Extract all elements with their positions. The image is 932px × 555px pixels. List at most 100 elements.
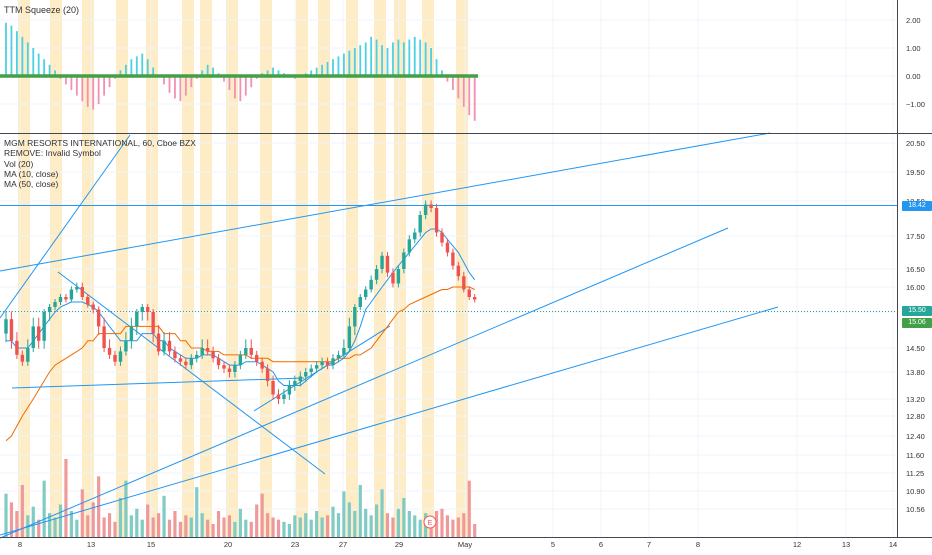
volume-bar [331,506,335,537]
volume-bar [325,515,330,537]
squeeze-bar [375,39,378,76]
candle [69,286,74,303]
candle-body [86,297,90,305]
candle-body [298,376,302,381]
candle [124,332,128,356]
volume-bar [282,521,286,537]
volume-bar [456,517,460,537]
candle [216,354,221,370]
candle [151,309,155,343]
candle [118,346,123,366]
candle-body [347,326,352,348]
legend-symbol[interactable]: MGM RESORTS INTERNATIONAL, 60, Cboe BZX [4,138,196,148]
candle-body [216,358,221,366]
legend-line-ma10[interactable]: MA (10, close) [4,168,59,179]
candle-body [282,394,286,399]
squeeze-bar [103,76,105,96]
drawn-trendlines[interactable] [0,132,897,539]
candle-body [233,365,237,372]
squeeze-bar [473,76,476,121]
candle-body [205,348,210,352]
squeeze-bar [163,76,165,85]
volume-bar [9,502,14,537]
squeeze-bar [239,76,242,102]
price-tag-last: 15.50 [902,306,932,316]
candle [86,294,90,308]
candle-body [287,385,292,395]
squeeze-bar [359,45,362,76]
candle-body [118,351,123,362]
volume-bar [118,498,123,537]
candle-body [271,381,275,395]
candle [102,317,106,353]
volume-bar [102,517,106,537]
volume-bar [358,485,362,537]
candle [413,228,417,244]
legend-line-vol[interactable]: Vol (20) [4,158,34,169]
volume-bar [211,524,215,537]
candle-body [429,204,433,208]
legend-line-ma50[interactable]: MA (50, close) [4,179,59,190]
squeeze-bar [21,36,24,76]
volume-bar [385,513,390,537]
squeeze-bar [146,59,149,76]
volume-bar [353,511,357,537]
squeeze-bar [234,76,236,99]
candle-body [167,340,172,352]
volume-bar [69,511,73,537]
volume-bar [107,513,112,537]
squeeze-bar [435,59,438,76]
squeeze-bar [75,76,78,96]
candle-body [178,358,183,362]
candle-body [364,289,368,297]
candle [184,357,188,370]
candle-body [189,358,193,366]
volume-bar [86,515,90,537]
candle [276,389,281,405]
squeeze-bar [141,53,144,76]
candle [156,324,161,356]
volume-bar [462,513,466,537]
squeeze-bar [250,76,253,88]
volume-bar [233,521,237,537]
volume-bar [402,498,406,537]
volume-bar [227,515,232,537]
volume-bar [75,519,79,537]
candle [20,350,25,366]
volume-bar [391,517,395,537]
candle-body [402,252,406,269]
candle-body [276,394,281,399]
candle [15,332,19,359]
candle-body [146,307,150,312]
volume-bar [184,515,188,537]
squeeze-bar [223,76,225,82]
squeeze-bar [272,67,274,76]
candle [42,309,46,349]
candle [64,294,68,303]
legend-line-remove[interactable]: REMOVE: Invalid Symbol [4,148,101,159]
candle [331,354,335,370]
candle [391,268,395,288]
volume-bar [200,513,204,537]
candle-body [129,326,134,341]
volume-bar [293,515,297,537]
volume-bar [129,515,133,537]
candle-body [26,348,30,362]
volume-bar [162,495,166,537]
trendline [0,132,771,272]
volume-bar [42,480,46,537]
candle [440,228,444,247]
candle-body [200,348,204,355]
candle [342,339,346,359]
candle [265,364,270,387]
candle [249,339,253,359]
price-y-tick: 12.80 [906,412,925,421]
squeeze-bar [130,59,133,76]
candle-body [140,307,144,312]
candle [314,361,319,373]
candle-body [151,312,155,334]
candle [162,332,166,356]
candle [271,375,275,400]
